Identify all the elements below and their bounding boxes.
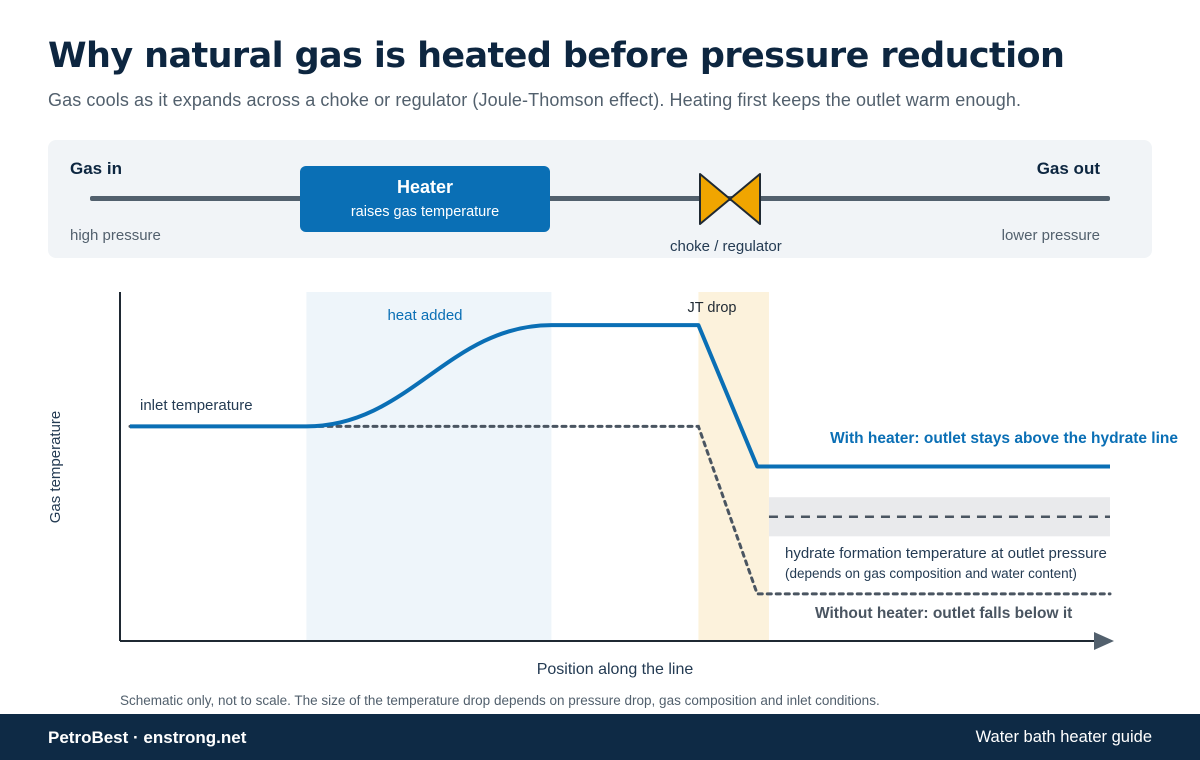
page-subtitle: Gas cools as it expands across a choke o… <box>48 90 1022 110</box>
choke-regulator-label: choke / regulator <box>670 238 782 255</box>
pipeline-line <box>90 196 1110 201</box>
y-axis-label: Gas temperature <box>47 411 64 524</box>
footer-bar: PetroBest · enstrong.net Water bath heat… <box>0 714 1200 760</box>
page-title: Why natural gas is heated before pressur… <box>48 36 1065 76</box>
heat-added-label: heat added <box>387 307 462 324</box>
lower-pressure-label: lower pressure <box>1001 227 1100 244</box>
brand-label: PetroBest · enstrong.net <box>48 728 247 747</box>
x-axis-label: Position along the line <box>537 661 694 678</box>
heat-added-zone <box>306 292 552 641</box>
hydrate-label: hydrate formation temperature at outlet … <box>785 545 1107 562</box>
high-pressure-label: high pressure <box>70 227 161 244</box>
gas-out-label: Gas out <box>1036 159 1100 178</box>
gas-in-label: Gas in <box>70 159 122 178</box>
with-heater-label: With heater: outlet stays above the hydr… <box>830 430 1178 447</box>
heater-title: Heater <box>396 177 454 197</box>
hydrate-sublabel: (depends on gas composition and water co… <box>785 566 1077 581</box>
heater-box: Heater raises gas temperature <box>300 166 550 232</box>
without-heater-line <box>128 424 1112 596</box>
bowtie-valve-icon <box>699 173 761 225</box>
x-axis-arrow-icon <box>1094 632 1114 650</box>
heater-subtitle: raises gas temperature <box>350 204 500 220</box>
guide-label: Water bath heater guide <box>975 728 1152 746</box>
with-heater-line <box>130 323 1110 469</box>
jt-drop-label: JT drop <box>688 300 737 316</box>
flow-schematic-panel: Gas in Gas out high pressure lower press… <box>48 140 1152 258</box>
without-heater-label: Without heater: outlet falls below it <box>815 605 1072 622</box>
inlet-temperature-label: inlet temperature <box>140 397 253 414</box>
footnote: Schematic only, not to scale. The size o… <box>120 693 880 708</box>
